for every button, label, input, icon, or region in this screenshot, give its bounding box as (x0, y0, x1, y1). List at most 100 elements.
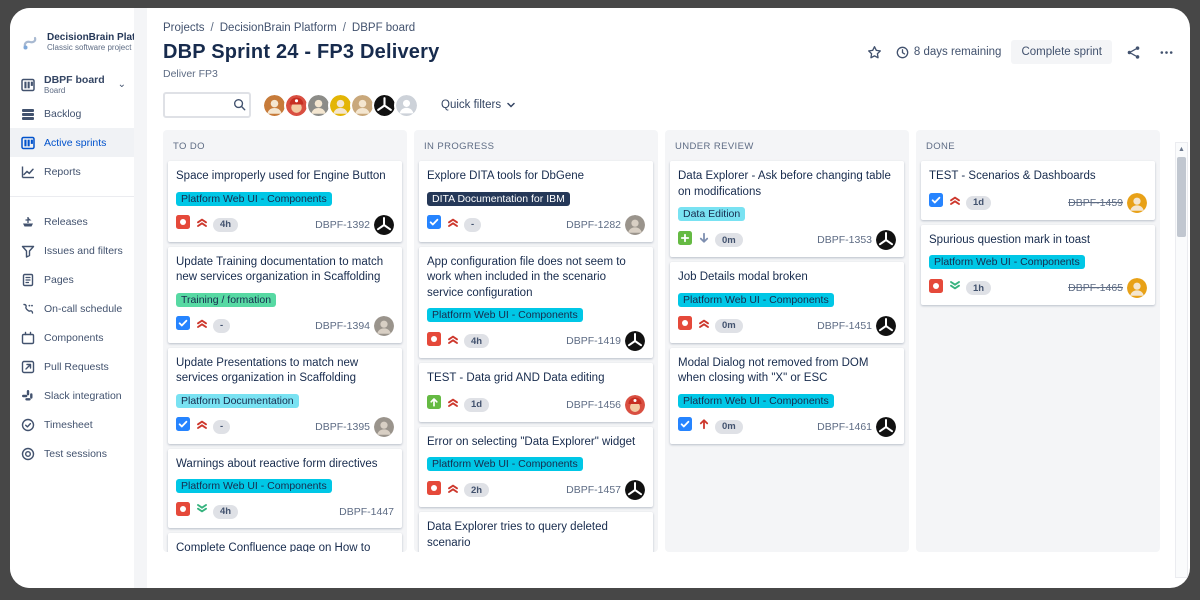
issue-card[interactable]: Spurious question mark in toast Platform … (921, 224, 1155, 306)
estimate-badge: 4h (464, 334, 490, 349)
issue-key: DBPF-1419 (566, 335, 621, 348)
assignee-avatar[interactable] (625, 394, 645, 415)
share-icon (1127, 45, 1140, 59)
clock-icon (896, 46, 909, 58)
issues-filters-icon (20, 243, 35, 258)
issue-card[interactable]: Update Presentations to match new servic… (168, 347, 402, 444)
assignee-avatar[interactable] (625, 331, 645, 352)
star-button[interactable] (863, 41, 886, 64)
sidebar-item-label: Backlog (44, 107, 82, 120)
sidebar-item-label: Releases (44, 215, 88, 228)
sidebar-item-board[interactable]: DBPF board Board ⌄ (10, 67, 134, 99)
column-header: DONE (926, 141, 956, 152)
sidebar-item-label: Timesheet (44, 418, 93, 431)
breadcrumb-project[interactable]: DecisionBrain Platform (219, 22, 337, 34)
estimate-badge: 4h (213, 504, 239, 519)
sidebar-item-components[interactable]: Components (10, 323, 134, 352)
scrollbar-thumb[interactable] (1177, 157, 1186, 237)
estimate-badge: 2h (464, 483, 490, 498)
sidebar-item-issues-and-filters[interactable]: Issues and filters (10, 236, 134, 265)
sidebar-item-slack-integration[interactable]: Slack integration (10, 381, 134, 410)
estimate-badge: 1h (966, 281, 992, 296)
avatar-user-mario[interactable] (284, 92, 309, 118)
issue-card[interactable]: TEST - Data grid AND Data editing 1d DBP… (419, 363, 653, 422)
issue-card[interactable]: Data Explorer tries to query deleted sce… (419, 512, 653, 552)
assignee-avatar[interactable] (876, 416, 896, 437)
vertical-scrollbar[interactable]: ▲ (1175, 142, 1188, 578)
more-actions-button[interactable] (1155, 41, 1178, 64)
issue-type-feature-icon (678, 230, 697, 250)
issue-type-bug-icon (176, 502, 195, 521)
project-header[interactable]: DecisionBrain Platfo... Classic software… (10, 32, 134, 67)
issue-card[interactable]: Space improperly used for Engine Button P… (168, 161, 402, 242)
sidebar-item-label: Issues and filters (44, 244, 123, 257)
quick-filters-label: Quick filters (441, 99, 502, 111)
estimate-badge: 0m (715, 318, 743, 333)
search-input[interactable] (163, 92, 251, 118)
issue-type-task-icon (176, 316, 195, 335)
issue-key: DBPF-1395 (315, 420, 370, 433)
issue-card[interactable]: App configuration file does not seem to … (419, 246, 653, 359)
estimate-badge: 0m (715, 419, 743, 434)
issue-card[interactable]: Explore DITA tools for DbGene DITA Docume… (419, 161, 653, 242)
assignee-avatar[interactable] (1127, 278, 1147, 299)
priority-highest-icon (697, 316, 715, 335)
card-label: DITA Documentation for IBM (427, 191, 570, 206)
pull-request-icon (20, 359, 35, 374)
issue-card[interactable]: TEST - Scenarios & Dashboards 1d DBPF-14… (921, 161, 1155, 220)
share-button[interactable] (1122, 41, 1145, 64)
assignee-avatar[interactable] (374, 416, 394, 437)
card-label: Platform Web UI - Components (176, 191, 332, 206)
priority-highest-icon (948, 193, 966, 212)
breadcrumb-board[interactable]: DBPF board (351, 22, 416, 34)
assignee-avatar[interactable] (374, 214, 394, 235)
scroll-up-arrow-icon[interactable]: ▲ (1178, 146, 1185, 153)
assignee-avatar[interactable] (1127, 192, 1147, 213)
issue-card[interactable]: Error on selecting "Data Explorer" widge… (419, 426, 653, 508)
sidebar-item-backlog[interactable]: Backlog (10, 99, 134, 128)
priority-highest-icon (195, 417, 213, 436)
test-sessions-icon (20, 446, 35, 461)
assignee-avatar[interactable] (876, 230, 896, 251)
ellipsis-icon (1160, 50, 1173, 54)
issue-card[interactable]: Job Details modal broken Platform Web UI … (670, 262, 904, 343)
issue-type-bug-icon (929, 278, 948, 298)
sidebar-item-reports[interactable]: Reports (10, 157, 134, 186)
sidebar-item-releases[interactable]: Releases (10, 207, 134, 236)
issue-card[interactable]: Modal Dialog not removed from DOM when c… (670, 347, 904, 444)
chevron-down-icon[interactable]: ⌄ (117, 79, 126, 90)
sidebar-item-on-call-schedule[interactable]: On-call schedule (10, 294, 134, 323)
card-title: Warnings about reactive form directives (176, 457, 378, 470)
complete-sprint-button[interactable]: Complete sprint (1011, 40, 1112, 64)
estimate-badge: - (464, 217, 482, 232)
sidebar-item-test-sessions[interactable]: Test sessions (10, 439, 134, 468)
project-name: DecisionBrain Platfo... (47, 32, 134, 43)
issue-card[interactable]: Data Explorer - Ask before changing tabl… (670, 161, 904, 258)
quick-filters-button[interactable]: Quick filters (441, 99, 516, 111)
issue-card[interactable]: Update Training documentation to match n… (168, 246, 402, 343)
sidebar-item-label: Pages (44, 273, 74, 286)
avatar-user-default[interactable] (394, 92, 419, 118)
issue-key: DBPF-1394 (315, 319, 370, 332)
breadcrumb-projects[interactable]: Projects (163, 22, 205, 34)
sidebar-item-pages[interactable]: Pages (10, 265, 134, 294)
assignee-avatar[interactable] (625, 480, 645, 501)
issue-type-task-icon (176, 417, 195, 436)
assignee-avatar[interactable] (374, 315, 394, 336)
sidebar-item-pull-requests[interactable]: Pull Requests (10, 352, 134, 381)
avatar-user-1[interactable] (262, 92, 287, 118)
sidebar-nav-top: Backlog Active sprints Reports (10, 99, 134, 186)
phone-icon (20, 301, 35, 316)
sidebar-item-label: Components (44, 331, 104, 344)
sidebar-item-active-sprints[interactable]: Active sprints (10, 128, 134, 157)
sidebar-item-label: Test sessions (44, 447, 108, 460)
issue-card[interactable]: Warnings about reactive form directives P… (168, 448, 402, 529)
card-title: Data Explorer tries to query deleted sce… (427, 521, 608, 549)
sidebar-resizer[interactable] (134, 8, 147, 588)
issue-card[interactable]: Complete Confluence page on How to Port … (168, 533, 402, 552)
assignee-avatar[interactable] (625, 214, 645, 235)
estimate-badge: - (213, 419, 231, 434)
sidebar-item-timesheet[interactable]: Timesheet (10, 410, 134, 439)
assignee-avatar[interactable] (876, 315, 896, 336)
issue-key: DBPF-1447 (339, 505, 394, 518)
